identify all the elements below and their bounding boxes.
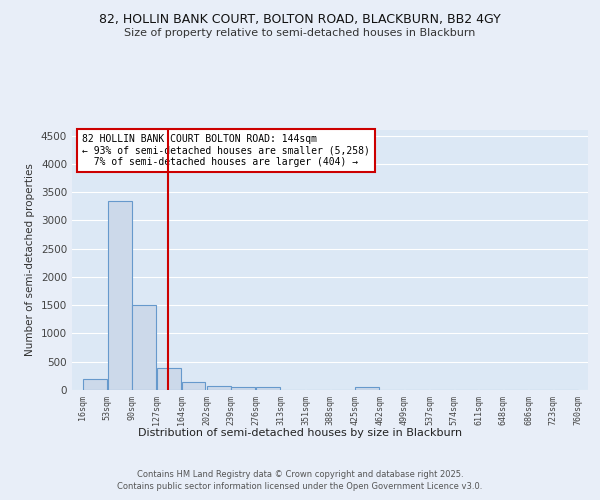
Text: 82, HOLLIN BANK COURT, BOLTON ROAD, BLACKBURN, BB2 4GY: 82, HOLLIN BANK COURT, BOLTON ROAD, BLAC… (99, 12, 501, 26)
Bar (256, 388, 280, 390)
Bar (182, 382, 205, 390)
Bar (207, 386, 231, 390)
Bar (107, 200, 131, 390)
Text: Contains public sector information licensed under the Open Government Licence v3: Contains public sector information licen… (118, 482, 482, 491)
Bar (232, 387, 256, 390)
Y-axis label: Number of semi-detached properties: Number of semi-detached properties (25, 164, 35, 356)
Text: 82 HOLLIN BANK COURT BOLTON ROAD: 144sqm
← 93% of semi-detached houses are small: 82 HOLLIN BANK COURT BOLTON ROAD: 144sqm… (82, 134, 370, 167)
Text: Contains HM Land Registry data © Crown copyright and database right 2025.: Contains HM Land Registry data © Crown c… (137, 470, 463, 479)
Bar (157, 368, 181, 390)
Bar (83, 378, 107, 390)
Text: Size of property relative to semi-detached houses in Blackburn: Size of property relative to semi-detach… (124, 28, 476, 38)
Bar (355, 388, 379, 390)
Bar (132, 305, 156, 390)
Text: Distribution of semi-detached houses by size in Blackburn: Distribution of semi-detached houses by … (138, 428, 462, 438)
